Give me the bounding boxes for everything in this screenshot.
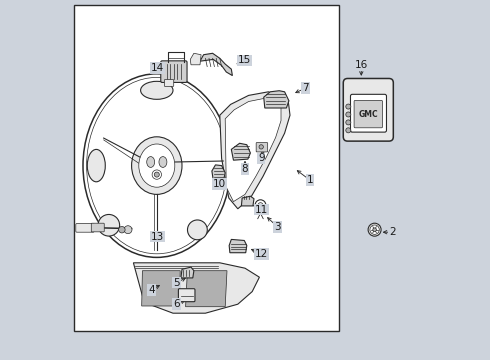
Text: 13: 13	[151, 231, 165, 242]
Polygon shape	[200, 53, 232, 76]
Text: 10: 10	[213, 179, 226, 189]
Polygon shape	[231, 143, 250, 160]
Polygon shape	[225, 98, 281, 202]
FancyBboxPatch shape	[343, 78, 393, 141]
Circle shape	[152, 170, 162, 179]
Circle shape	[368, 223, 381, 236]
Ellipse shape	[87, 149, 105, 182]
Ellipse shape	[159, 157, 167, 167]
Circle shape	[119, 226, 125, 233]
Text: 11: 11	[255, 204, 268, 215]
Ellipse shape	[139, 144, 175, 187]
Ellipse shape	[132, 137, 182, 194]
Text: 3: 3	[274, 222, 281, 232]
Polygon shape	[190, 53, 201, 65]
Text: 6: 6	[173, 299, 180, 309]
Text: 14: 14	[151, 63, 165, 73]
Text: 1: 1	[306, 175, 313, 185]
Polygon shape	[229, 239, 247, 253]
Text: 4: 4	[148, 285, 155, 295]
FancyBboxPatch shape	[76, 224, 94, 232]
Circle shape	[124, 226, 132, 234]
FancyBboxPatch shape	[161, 61, 187, 82]
Text: 16: 16	[355, 60, 368, 70]
Text: GMC: GMC	[359, 109, 378, 118]
Circle shape	[154, 172, 159, 177]
Text: 8: 8	[242, 164, 248, 174]
Polygon shape	[242, 196, 254, 206]
FancyBboxPatch shape	[178, 289, 195, 302]
Circle shape	[346, 128, 351, 133]
Text: 15: 15	[238, 55, 251, 66]
Ellipse shape	[141, 81, 173, 99]
Text: 7: 7	[302, 83, 309, 93]
Circle shape	[258, 203, 263, 208]
Ellipse shape	[147, 157, 155, 167]
FancyBboxPatch shape	[91, 223, 104, 232]
FancyBboxPatch shape	[354, 100, 383, 128]
Text: 12: 12	[255, 249, 268, 259]
Circle shape	[259, 145, 263, 149]
Text: 9: 9	[258, 153, 265, 163]
Ellipse shape	[98, 215, 120, 236]
Polygon shape	[133, 263, 259, 313]
Circle shape	[370, 225, 379, 234]
Polygon shape	[264, 91, 289, 108]
Text: 2: 2	[389, 227, 396, 237]
FancyBboxPatch shape	[256, 143, 268, 152]
Circle shape	[346, 112, 351, 117]
Polygon shape	[142, 271, 180, 306]
Polygon shape	[220, 92, 290, 209]
Circle shape	[255, 200, 266, 211]
Circle shape	[373, 228, 376, 231]
Circle shape	[346, 104, 351, 109]
Polygon shape	[186, 271, 227, 307]
Text: 5: 5	[173, 278, 180, 288]
Polygon shape	[212, 165, 225, 181]
FancyBboxPatch shape	[164, 80, 174, 86]
Ellipse shape	[188, 220, 207, 240]
Circle shape	[346, 120, 351, 125]
Bar	[74, 5, 339, 331]
FancyBboxPatch shape	[350, 94, 387, 132]
Polygon shape	[181, 267, 194, 278]
